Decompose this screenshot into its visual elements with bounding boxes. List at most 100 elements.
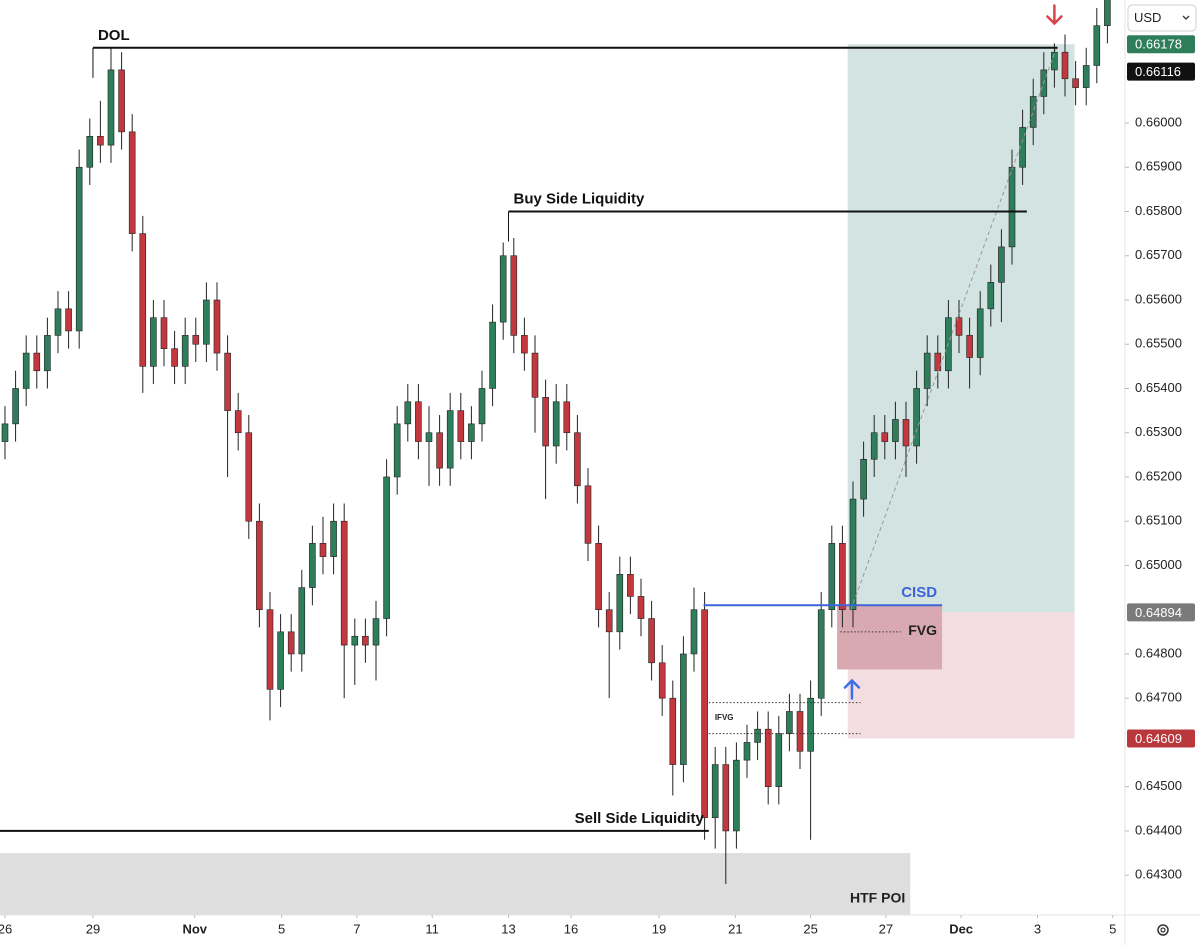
candle-body xyxy=(362,635,369,646)
candle-body xyxy=(1008,166,1016,248)
candle-body xyxy=(160,317,168,349)
level-label: DOL xyxy=(98,27,130,44)
y-tick-label: 0.65300 xyxy=(1135,424,1182,439)
y-tick-label: 0.65600 xyxy=(1135,291,1182,306)
candle-body xyxy=(54,308,62,336)
candle-body xyxy=(743,742,751,761)
candle-body xyxy=(839,543,846,611)
currency-box[interactable] xyxy=(1127,4,1197,32)
candle-body xyxy=(913,388,920,447)
level-label: Sell Side Liquidity xyxy=(575,810,705,827)
zone xyxy=(837,605,943,670)
x-tick-label: 27 xyxy=(879,921,893,936)
candle-body xyxy=(75,166,83,332)
candle-body xyxy=(701,609,708,818)
candle-body xyxy=(531,352,539,398)
candle-body xyxy=(245,432,253,522)
candle-body xyxy=(807,697,814,752)
y-tick-label: 0.65100 xyxy=(1135,513,1182,528)
x-tick-label: 7 xyxy=(353,921,360,936)
candle-body xyxy=(892,419,899,442)
candle-body xyxy=(796,711,804,752)
candle-body xyxy=(1029,96,1037,128)
y-tick-label: 0.65500 xyxy=(1135,336,1182,351)
x-tick-label: 11 xyxy=(425,921,439,936)
candle-body xyxy=(828,543,836,611)
candle-body xyxy=(987,281,995,310)
candle-body xyxy=(404,401,412,425)
candle-body xyxy=(499,255,507,323)
x-tick-label: Dec xyxy=(949,921,973,936)
price-label-box xyxy=(1127,603,1195,622)
x-tick-label: 3 xyxy=(1034,921,1041,936)
price-label-box xyxy=(1127,729,1195,748)
y-tick-label: 0.65400 xyxy=(1135,380,1182,395)
candle-body xyxy=(340,520,348,646)
y-tick-label: 0.64400 xyxy=(1135,822,1182,837)
candle-body xyxy=(552,401,560,447)
candle-body xyxy=(118,69,125,133)
settings-button[interactable] xyxy=(1157,924,1169,936)
candle-body xyxy=(690,609,698,655)
candle-body xyxy=(616,574,624,633)
gear-icon[interactable] xyxy=(1157,924,1169,936)
candle-body xyxy=(436,432,443,469)
candle-body xyxy=(425,432,433,442)
price-label: 0.64894 xyxy=(1135,605,1182,620)
candle-body xyxy=(574,432,581,487)
candle-body xyxy=(563,401,571,434)
candle-body xyxy=(139,233,147,367)
candle-body xyxy=(711,764,719,818)
candle-body xyxy=(150,317,157,367)
candle-body xyxy=(319,543,327,557)
x-tick-label: 25 xyxy=(803,921,817,936)
trend-line xyxy=(850,47,1057,610)
candle-body xyxy=(12,388,19,425)
candle-body xyxy=(97,135,104,146)
y-tick-label: 0.64300 xyxy=(1135,867,1182,882)
candle-body xyxy=(256,520,263,611)
price-label-box xyxy=(1127,35,1195,54)
dropdown-caret[interactable] xyxy=(1182,15,1190,20)
candle-body xyxy=(478,388,486,425)
candle-body xyxy=(171,348,178,367)
y-tick-label: 0.65900 xyxy=(1135,159,1182,174)
candle-body xyxy=(203,299,210,345)
gear-icon-center[interactable] xyxy=(1160,927,1166,933)
y-tick-label: 0.65700 xyxy=(1135,247,1182,262)
candle-body xyxy=(521,335,528,354)
candle-body xyxy=(627,574,634,597)
candle-body xyxy=(902,419,910,447)
candle-body xyxy=(934,352,942,372)
x-tick-label: 21 xyxy=(728,921,742,936)
candle-body xyxy=(870,432,878,460)
candle-body xyxy=(976,308,984,358)
candle-body xyxy=(372,618,380,646)
candle-body xyxy=(998,246,1005,283)
candle-body xyxy=(330,520,337,557)
y-tick-label: 0.65200 xyxy=(1135,468,1182,483)
candle-body xyxy=(266,609,274,690)
x-tick-label: 5 xyxy=(278,921,285,936)
candle-body xyxy=(881,432,889,442)
currency-selector[interactable]: USD xyxy=(1127,4,1197,32)
candle-body xyxy=(22,352,30,389)
candle-body xyxy=(86,135,94,168)
candle-body xyxy=(754,728,761,743)
candle-body xyxy=(860,458,867,500)
candle-body xyxy=(107,69,115,146)
arrow xyxy=(1046,4,1063,26)
candle-body xyxy=(584,485,592,544)
currency[interactable]: USD xyxy=(1134,10,1161,25)
candle-body xyxy=(309,543,316,588)
candle-body xyxy=(457,410,465,442)
annotations: IFVG DOL Buy Side Liquidity Sell Side Liqui… xyxy=(0,4,1063,906)
candle-body xyxy=(181,335,189,367)
candle-body xyxy=(468,423,475,442)
candle-body xyxy=(733,759,740,832)
y-tick-label: 0.64700 xyxy=(1135,690,1182,705)
candle-body xyxy=(1072,78,1079,88)
candle-body xyxy=(955,317,963,336)
